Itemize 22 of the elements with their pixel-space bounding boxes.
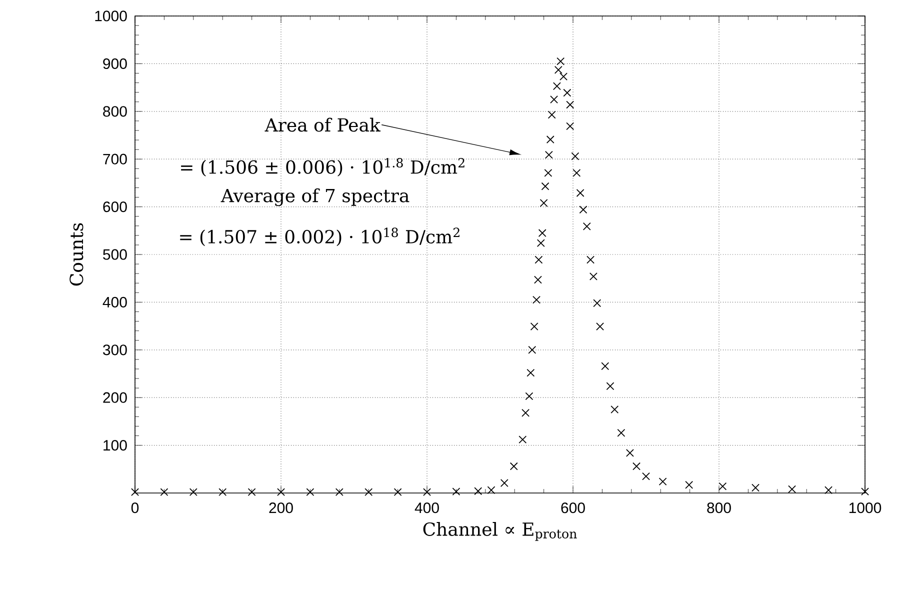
annotation: Average of 7 spectra	[220, 188, 410, 206]
x-tick-label: 400	[414, 502, 439, 514]
x-axis-title: Channel ∝ E$_{proton}$	[423, 522, 577, 541]
annotation: = (1.507 ± 0.002) · 10$^{18}$ D/cm$^{2}$	[180, 228, 460, 246]
x-tick-label: 800	[707, 502, 731, 514]
x-tick-label: 200	[269, 502, 293, 514]
y-tick-label: 400	[102, 296, 127, 308]
y-tick-label: 300	[103, 344, 127, 356]
x-tick-label: 600	[561, 502, 585, 514]
x-tick-label: 0	[131, 502, 139, 514]
y-axis-title: Counts	[70, 223, 84, 286]
y-tick-label: 100	[104, 440, 127, 451]
y-tick-label: 200	[103, 392, 127, 403]
x-tick-label: 1000	[849, 502, 882, 514]
annotation: = (1.506 ± 0.006) · 10$^{1.8}$ D/cm$^{2}$	[181, 158, 464, 176]
y-tick-label: 800	[103, 106, 127, 117]
y-tick-label: 600	[103, 201, 127, 212]
y-tick-label: 900	[103, 58, 127, 69]
annotation: Area of Peak	[264, 118, 380, 132]
y-tick-label: 1000	[95, 10, 127, 22]
y-tick-label: 700	[103, 154, 127, 164]
y-tick-label: 500	[103, 249, 127, 260]
